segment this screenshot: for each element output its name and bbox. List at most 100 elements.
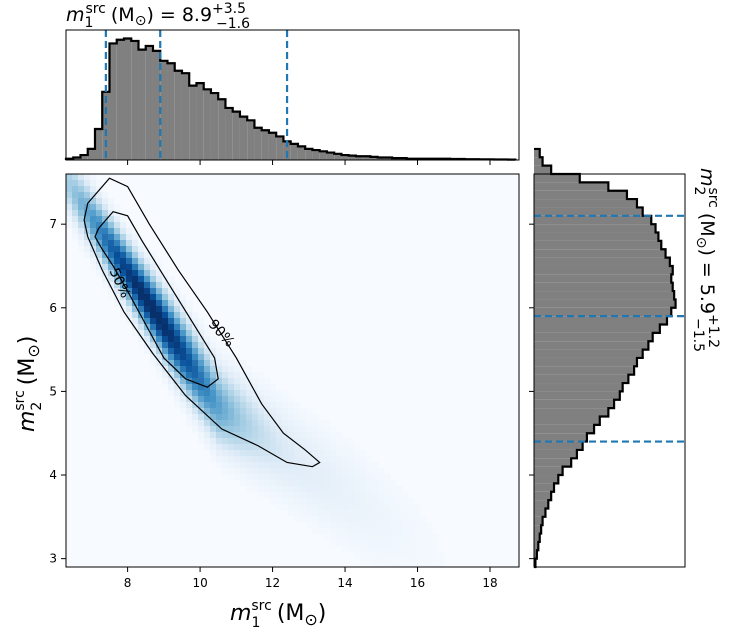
heatmap-cell (324, 516, 331, 523)
heatmap-cell (246, 408, 253, 415)
heatmap-cell (330, 468, 337, 475)
heatmap-cell (216, 456, 223, 463)
heatmap-cell (372, 528, 379, 535)
heatmap-cell (120, 258, 127, 265)
heatmap-cell (372, 474, 379, 481)
heatmap-cell (156, 366, 163, 373)
heatmap-cell (312, 444, 319, 451)
heatmap-cell (348, 498, 355, 505)
heatmap-cell (78, 228, 85, 235)
heatmap-cell (252, 372, 259, 379)
heatmap-cell (390, 552, 397, 559)
heatmap-cell (120, 228, 127, 235)
heatmap-cell (276, 402, 283, 409)
heatmap-cell (282, 390, 289, 397)
heatmap-cell (258, 450, 265, 457)
heatmap-cell (288, 402, 295, 409)
m1-histogram-panel: m1src (M⊙) = 8.9+3.5 −1.6 (64, 1, 520, 165)
heatmap-cell (234, 420, 241, 427)
heatmap-cell (144, 300, 151, 307)
heatmap-cell (240, 468, 247, 475)
heatmap-cell (138, 270, 145, 277)
heatmap-cell (342, 474, 349, 481)
joint-density-frame (65, 173, 520, 568)
heatmap-cell (234, 396, 241, 403)
heatmap-cell (174, 396, 181, 403)
heatmap-cell (300, 438, 307, 445)
heatmap-cell (108, 228, 115, 235)
heatmap-cell (78, 210, 85, 217)
heatmap-cell (240, 462, 247, 469)
heatmap-cell (168, 282, 175, 289)
x-tick-label: 16 (410, 576, 425, 590)
m2-histogram-bar (534, 249, 666, 258)
heatmap-cell (342, 534, 349, 541)
m1-histogram-bar (218, 99, 226, 160)
heatmap-cell (84, 198, 91, 205)
heatmap-cell (150, 264, 157, 271)
heatmap-cell (318, 528, 325, 535)
heatmap-cell (366, 552, 373, 559)
heatmap-cell (216, 366, 223, 373)
heatmap-cell (372, 486, 379, 493)
m1-histogram-bar (254, 127, 262, 160)
heatmap-cell (72, 210, 79, 217)
heatmap-cell (414, 540, 421, 547)
heatmap-cell (342, 480, 349, 487)
heatmap-cell (252, 402, 259, 409)
heatmap-cell (342, 516, 349, 523)
heatmap-cell (102, 222, 109, 229)
heatmap-cell (330, 474, 337, 481)
heatmap-cell (300, 510, 307, 517)
heatmap-cell (372, 522, 379, 529)
m2-histogram-bar (534, 491, 552, 501)
heatmap-cell (246, 480, 253, 487)
m1-histogram-bar (152, 50, 161, 160)
m1-histogram-bar (174, 70, 182, 160)
heatmap-cell (276, 432, 283, 439)
heatmap-cell (72, 186, 79, 193)
heatmap-cell (360, 486, 367, 493)
heatmap-cell (102, 234, 109, 241)
heatmap-cell (180, 330, 187, 337)
heatmap-cell (336, 498, 343, 505)
heatmap-cell (330, 450, 337, 457)
heatmap-cell (108, 222, 115, 229)
heatmap-cell (336, 444, 343, 451)
heatmap-cell (180, 342, 187, 349)
heatmap-cell (66, 186, 73, 193)
heatmap-cell (192, 426, 199, 433)
heatmap-cell (210, 420, 217, 427)
heatmap-cell (342, 510, 349, 517)
heatmap-cell (144, 312, 151, 319)
m1-histogram-bar (305, 148, 313, 160)
heatmap-cell (312, 414, 319, 421)
heatmap-cell (132, 246, 139, 253)
heatmap-cell (288, 396, 295, 403)
heatmap-cell (204, 420, 211, 427)
heatmap-cell (432, 546, 439, 553)
heatmap-cell (324, 534, 331, 541)
heatmap-cell (276, 414, 283, 421)
heatmap-cell (108, 294, 115, 301)
heatmap-cell (126, 270, 133, 277)
heatmap-cell (330, 492, 337, 499)
heatmap-cell (336, 492, 343, 499)
heatmap-cell (156, 306, 163, 313)
heatmap-cell (390, 528, 397, 535)
heatmap-cell (402, 558, 409, 565)
joint-density-heatmap (66, 174, 445, 567)
heatmap-cell (240, 450, 247, 457)
heatmap-cell (138, 252, 145, 259)
heatmap-cell (192, 318, 199, 325)
heatmap-cell (288, 498, 295, 505)
heatmap-cell (324, 486, 331, 493)
heatmap-cell (126, 240, 133, 247)
heatmap-cell (288, 480, 295, 487)
heatmap-cell (72, 222, 79, 229)
heatmap-cell (330, 534, 337, 541)
heatmap-cell (114, 282, 121, 289)
heatmap-cell (258, 408, 265, 415)
heatmap-cell (288, 438, 295, 445)
heatmap-cell (216, 408, 223, 415)
